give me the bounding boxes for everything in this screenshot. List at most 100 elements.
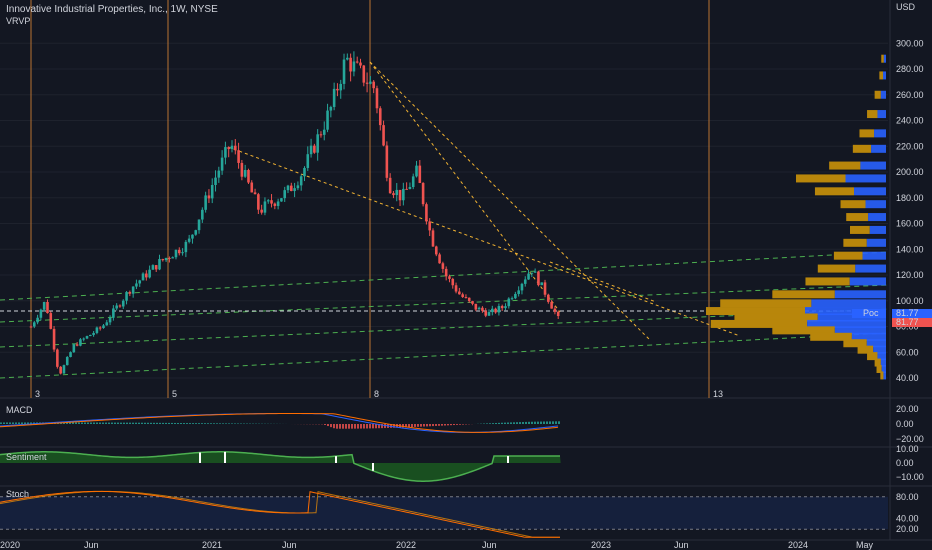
- candle-body: [474, 303, 478, 310]
- candle-body: [326, 110, 329, 130]
- poc-badge: [892, 309, 932, 318]
- macd-histogram-bar: [345, 424, 347, 429]
- macd-histogram-bar: [357, 424, 359, 429]
- price-tick: 220.00: [896, 141, 924, 151]
- candle-body: [36, 317, 39, 323]
- stoch-k-line: [0, 490, 560, 538]
- macd-histogram-bar: [384, 424, 386, 429]
- signal-line: [0, 413, 559, 433]
- candle-body: [115, 305, 118, 309]
- macd-histogram-bar: [492, 423, 494, 424]
- candle-body: [405, 188, 408, 190]
- macd-label[interactable]: MACD: [6, 405, 33, 415]
- volume-profile-bar: [873, 345, 886, 354]
- candle-body: [280, 198, 283, 202]
- candle-body: [224, 147, 227, 158]
- price-tick: 300.00: [896, 38, 924, 48]
- candle-body: [177, 249, 181, 254]
- candle-body: [118, 305, 122, 307]
- candle-body: [247, 170, 250, 183]
- candle-body: [283, 190, 287, 199]
- stoch-label[interactable]: Stoch: [6, 489, 30, 499]
- candle-body: [296, 185, 300, 189]
- macd-histogram-bar: [111, 422, 113, 424]
- volume-profile-bar: [710, 319, 808, 328]
- macd-histogram-bar: [375, 424, 377, 429]
- volume-profile-bar: [880, 90, 886, 99]
- macd-histogram-bar: [30, 422, 32, 424]
- candle-body: [191, 234, 194, 239]
- volume-profile-bar: [734, 313, 818, 322]
- candle-body: [494, 308, 497, 313]
- macd-histogram-bar: [117, 422, 119, 424]
- channel-line: [0, 251, 889, 301]
- candle-body: [250, 182, 254, 193]
- candle-body: [151, 265, 155, 270]
- volume-profile-bar: [874, 90, 881, 99]
- candle-body: [533, 271, 537, 273]
- macd-histogram-bar: [525, 421, 527, 424]
- candle-body: [398, 189, 402, 201]
- candle-body: [431, 230, 435, 247]
- volume-profile-bar: [881, 54, 884, 63]
- time-tick: 2024: [788, 540, 808, 550]
- candle-body: [32, 322, 36, 327]
- macd-histogram-bar: [336, 424, 338, 429]
- candle-body: [276, 201, 280, 206]
- volume-profile-bar: [879, 71, 884, 80]
- macd-histogram-bar: [138, 422, 140, 424]
- candle-body: [65, 357, 69, 366]
- macd-histogram-bar: [402, 424, 404, 428]
- volume-profile-bar: [772, 326, 835, 335]
- candle-body: [428, 221, 431, 231]
- poc-value: 81.77: [896, 308, 919, 318]
- candle-body: [145, 273, 148, 278]
- trendline: [227, 146, 741, 337]
- time-tick: Jun: [482, 540, 497, 550]
- candle-body: [220, 157, 224, 171]
- candle-body: [168, 257, 171, 259]
- sentiment-line: [0, 451, 560, 482]
- price-tick: 140.00: [896, 244, 924, 254]
- macd-histogram-bar: [327, 424, 329, 427]
- sentiment-label[interactable]: Sentiment: [6, 452, 47, 462]
- macd-histogram-bar: [417, 424, 419, 427]
- time-tick: 2020: [0, 540, 20, 550]
- candle-body: [514, 293, 517, 299]
- candle-body: [418, 165, 422, 183]
- candle-body: [553, 308, 557, 312]
- macd-histogram-bar: [447, 424, 449, 426]
- candle-body: [352, 61, 356, 72]
- macd-histogram-bar: [231, 423, 233, 424]
- candle-body: [438, 254, 441, 264]
- candle-body: [434, 246, 438, 255]
- volume-profile-bar: [814, 187, 855, 196]
- macd-histogram-bar: [330, 424, 332, 428]
- candle-body: [148, 269, 151, 278]
- candle-body: [306, 154, 310, 168]
- macd-histogram-bar: [339, 424, 341, 429]
- candle-body: [121, 300, 125, 307]
- candle-body: [29, 326, 33, 328]
- candle-body: [171, 257, 174, 259]
- candle-body: [523, 279, 527, 284]
- candle-body: [382, 125, 385, 146]
- candle-body: [507, 298, 511, 307]
- time-tick: Jun: [84, 540, 99, 550]
- volume-profile-bar: [807, 319, 886, 328]
- volume-profile-bar: [805, 307, 886, 316]
- macd-histogram-bar: [354, 424, 356, 429]
- candle-body: [421, 182, 425, 205]
- macd-histogram-bar: [444, 424, 446, 426]
- candle-body: [174, 249, 178, 258]
- candle-body: [263, 201, 267, 213]
- volume-profile-bar: [843, 339, 867, 348]
- macd-histogram-bar: [228, 423, 230, 424]
- macd-histogram-bar: [333, 424, 335, 429]
- macd-histogram-bar: [426, 424, 428, 427]
- macd-histogram-bar: [93, 422, 95, 424]
- volume-profile-bar: [805, 277, 850, 286]
- indicator-label-vrvp[interactable]: VRVP: [6, 16, 31, 26]
- price-tick: 200.00: [896, 167, 924, 177]
